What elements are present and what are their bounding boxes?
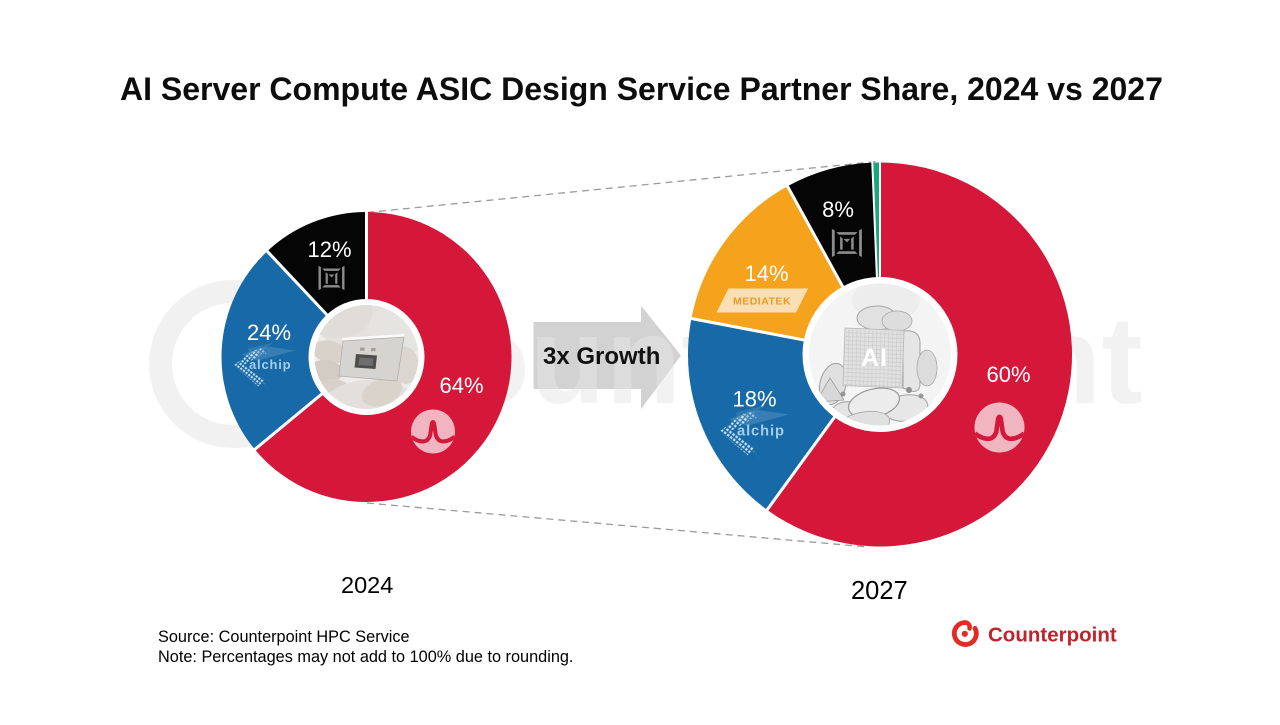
svg-text:alchip: alchip	[249, 357, 291, 372]
svg-text:14%: 14%	[744, 261, 788, 286]
svg-text:18%: 18%	[732, 387, 776, 412]
svg-text:MEDIATEK: MEDIATEK	[733, 296, 791, 308]
svg-text:64%: 64%	[439, 373, 483, 398]
svg-text:8%: 8%	[822, 197, 854, 222]
svg-text:alchip: alchip	[737, 423, 785, 439]
svg-text:12%: 12%	[307, 237, 351, 262]
svg-text:60%: 60%	[986, 362, 1030, 387]
svg-text:AI: AI	[861, 344, 888, 372]
svg-text:24%: 24%	[247, 320, 291, 345]
svg-text:Counterpoint: Counterpoint	[988, 624, 1117, 647]
